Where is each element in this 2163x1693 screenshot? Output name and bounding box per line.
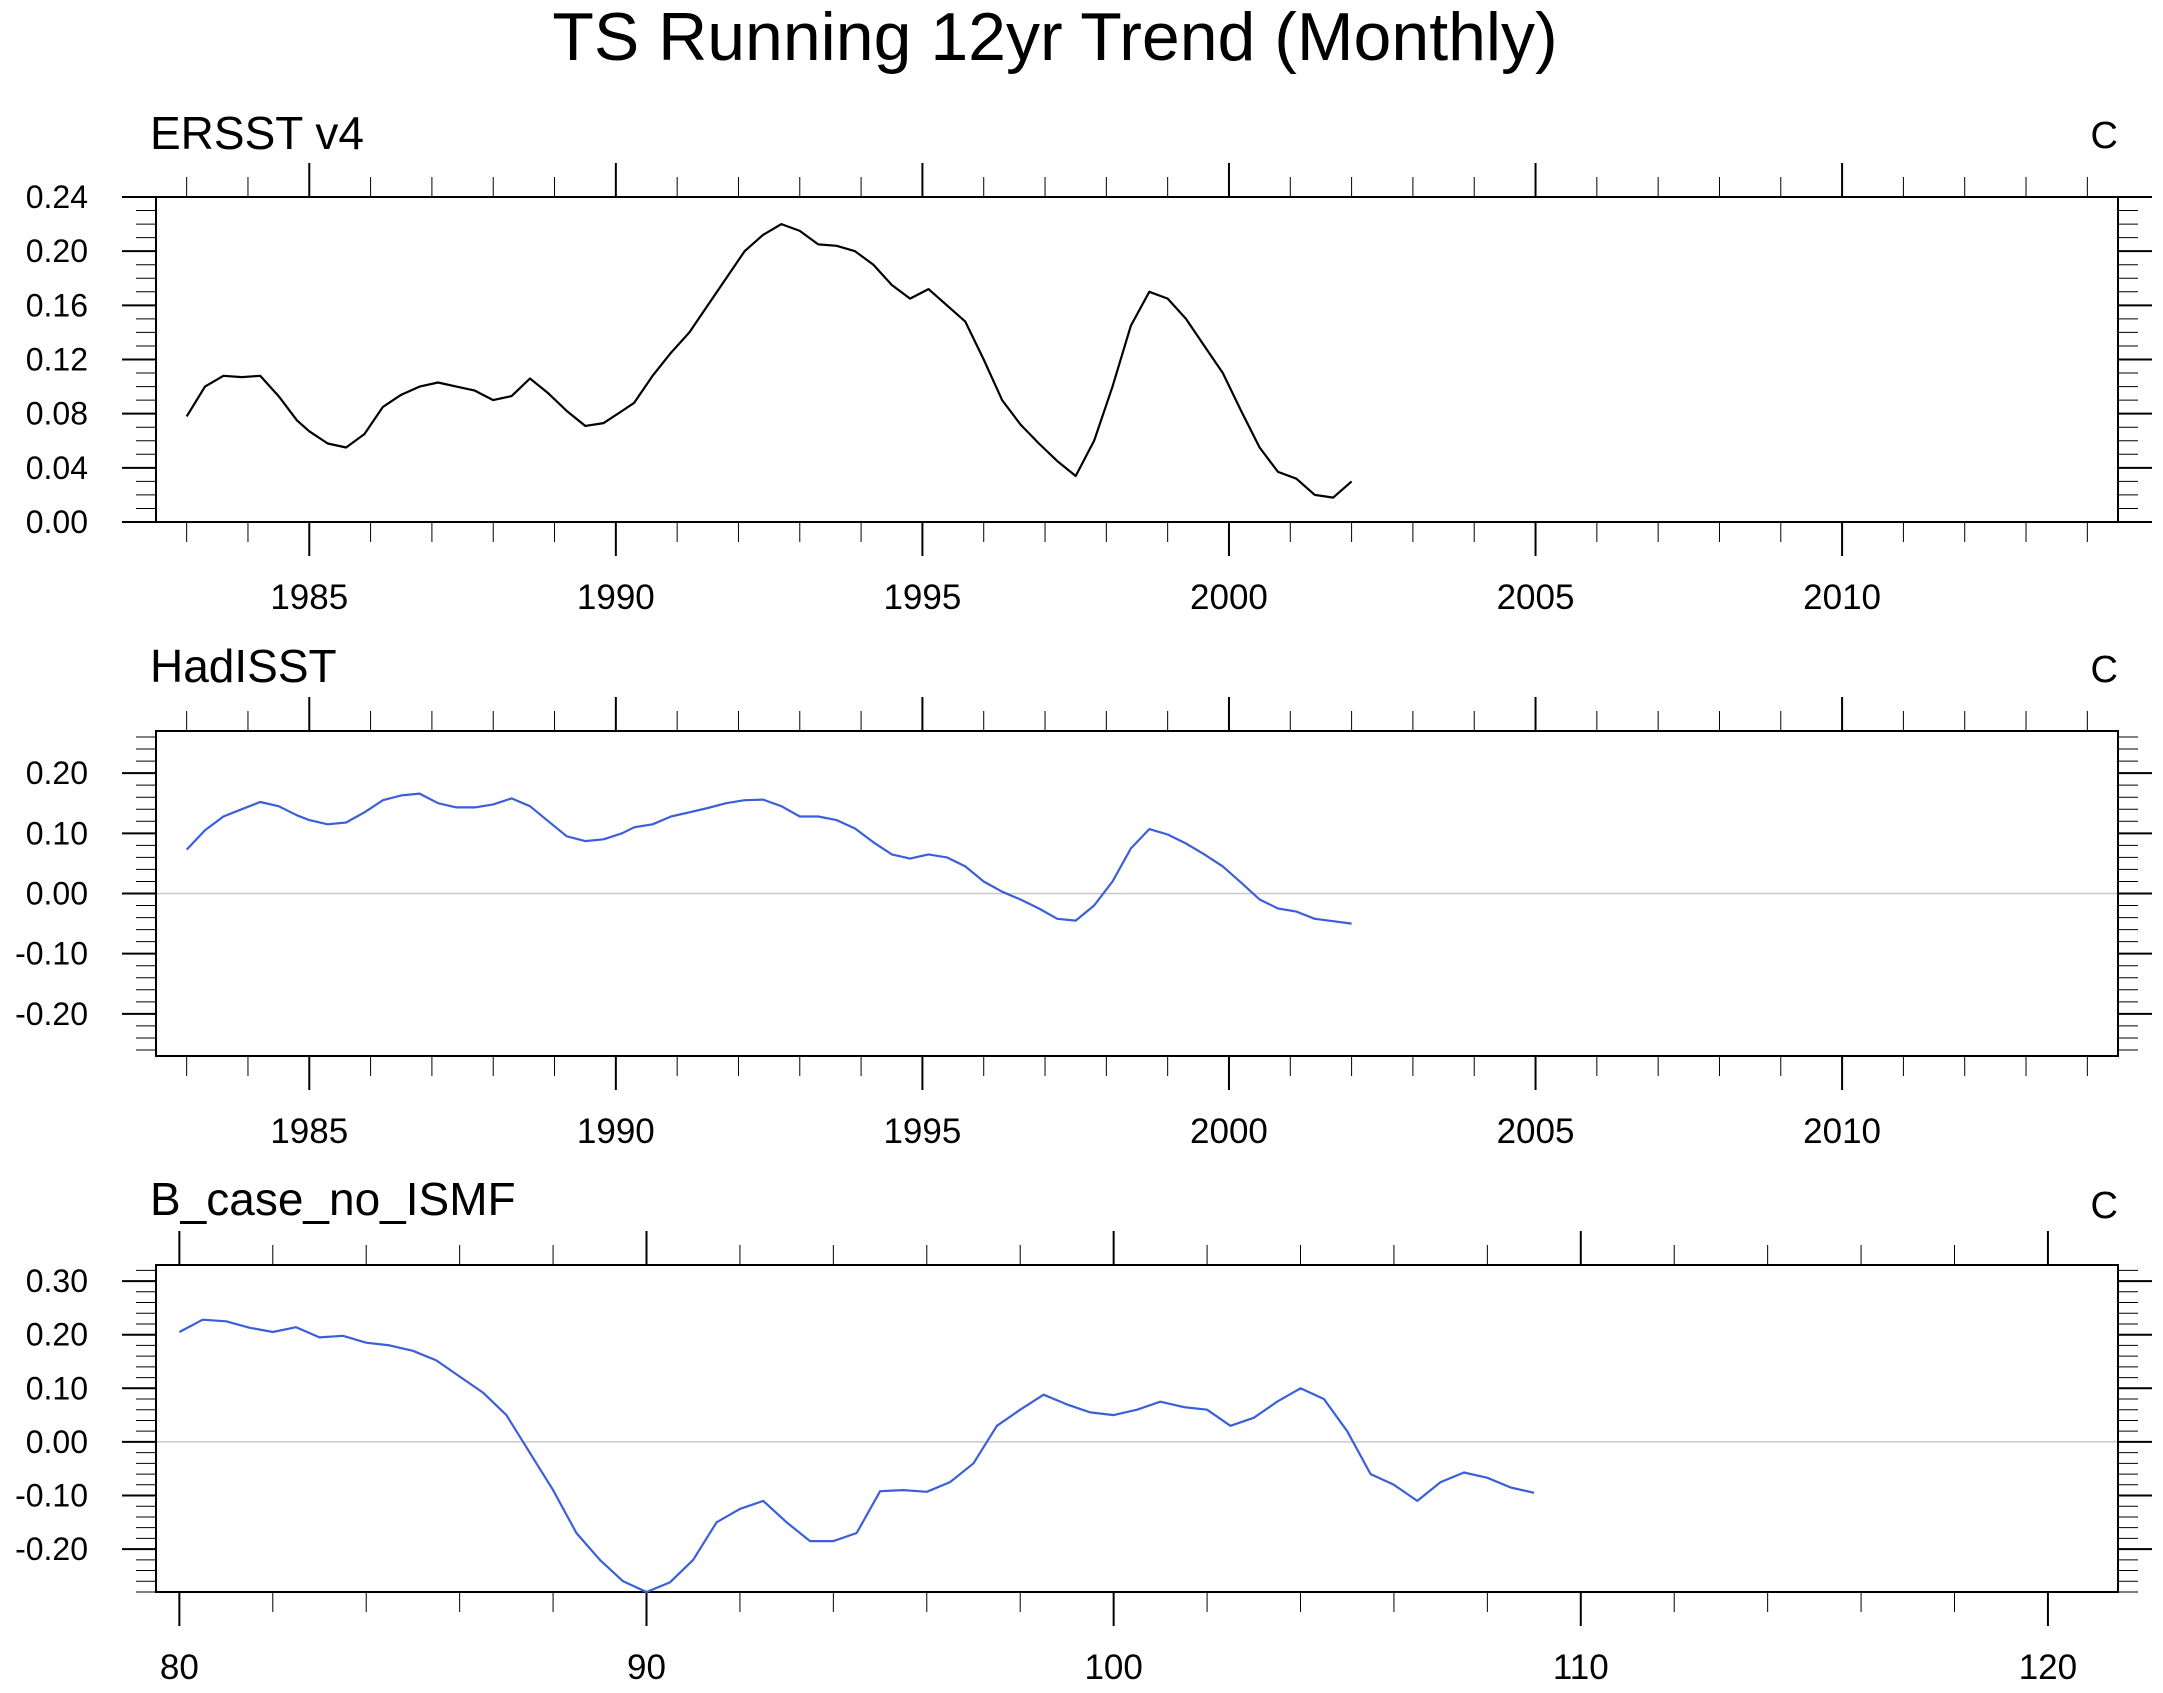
panel-title-hadisst: HadISST	[150, 640, 337, 692]
y-tick-label: -0.10	[15, 1478, 88, 1514]
series-line	[178, 1318, 1535, 1594]
plot-frame	[155, 1264, 2119, 1593]
x-tick-label: 90	[627, 1648, 666, 1687]
y-tick-label: 0.16	[26, 287, 88, 323]
x-tick-label: 2010	[1803, 1112, 1881, 1151]
x-tick-label: 2000	[1190, 1112, 1268, 1151]
x-tick-label: 100	[1084, 1648, 1142, 1687]
y-tick-label: 0.04	[26, 450, 88, 486]
y-tick-label: 0.10	[26, 1370, 88, 1406]
y-tick-label: 0.00	[26, 876, 88, 912]
y-tick-label: 0.20	[26, 233, 88, 269]
panel-ersst: ERSST v4 C 1985 1990 1995 2000 2005 2010 0.00 0…	[26, 107, 2152, 617]
x-tick-label: 2005	[1497, 578, 1575, 617]
units-label-ersst: C	[2091, 115, 2118, 157]
x-tick-label: 1990	[577, 1112, 655, 1151]
x-tick-label: 1990	[577, 578, 655, 617]
x-tick-label: 1995	[883, 1112, 961, 1151]
series-line	[185, 223, 1353, 499]
x-tick-label: 1985	[270, 578, 348, 617]
panel-hadisst: HadISST C 1985 1990 1995 2000 2005 2010 -0.20 -…	[15, 640, 2152, 1151]
y-tick-label: -0.10	[15, 936, 88, 972]
x-tick-label: 110	[1553, 1648, 1609, 1687]
units-label-b-case-no-ismf: C	[2091, 1185, 2118, 1227]
chart-title: TS Running 12yr Trend (Monthly)	[552, 0, 1557, 75]
series-line	[185, 792, 1352, 925]
y-tick-label: 0.20	[26, 1317, 88, 1353]
units-label-hadisst: C	[2091, 649, 2118, 691]
x-tick-label: 2005	[1497, 1112, 1575, 1151]
y-tick-label: 0.12	[26, 342, 88, 378]
y-tick-label: 0.24	[26, 179, 88, 215]
y-tick-label: 0.20	[26, 755, 88, 791]
x-tick-label: 2010	[1803, 578, 1881, 617]
y-tick-label: 0.30	[26, 1263, 88, 1299]
panel-title-b-case-no-ismf: B_case_no_ISMF	[150, 1173, 516, 1225]
y-tick-label: -0.20	[15, 996, 88, 1032]
y-tick-label: 0.10	[26, 815, 88, 851]
panel-b-case-no-ismf: B_case_no_ISMF C 80 90 100 110 120 -0.20 -0.10…	[15, 1173, 2152, 1687]
y-tick-label: -0.20	[15, 1531, 88, 1567]
plot-frame	[155, 196, 2119, 523]
y-tick-label: 0.00	[26, 1424, 88, 1460]
y-tick-label: 0.08	[26, 396, 88, 432]
panel-title-ersst: ERSST v4	[150, 107, 364, 159]
x-tick-label: 120	[2019, 1648, 2077, 1687]
x-tick-label: 2000	[1190, 578, 1268, 617]
y-tick-label: 0.00	[26, 504, 88, 540]
x-tick-label: 1995	[883, 578, 961, 617]
x-tick-label: 80	[160, 1648, 199, 1687]
x-tick-label: 1985	[270, 1112, 348, 1151]
